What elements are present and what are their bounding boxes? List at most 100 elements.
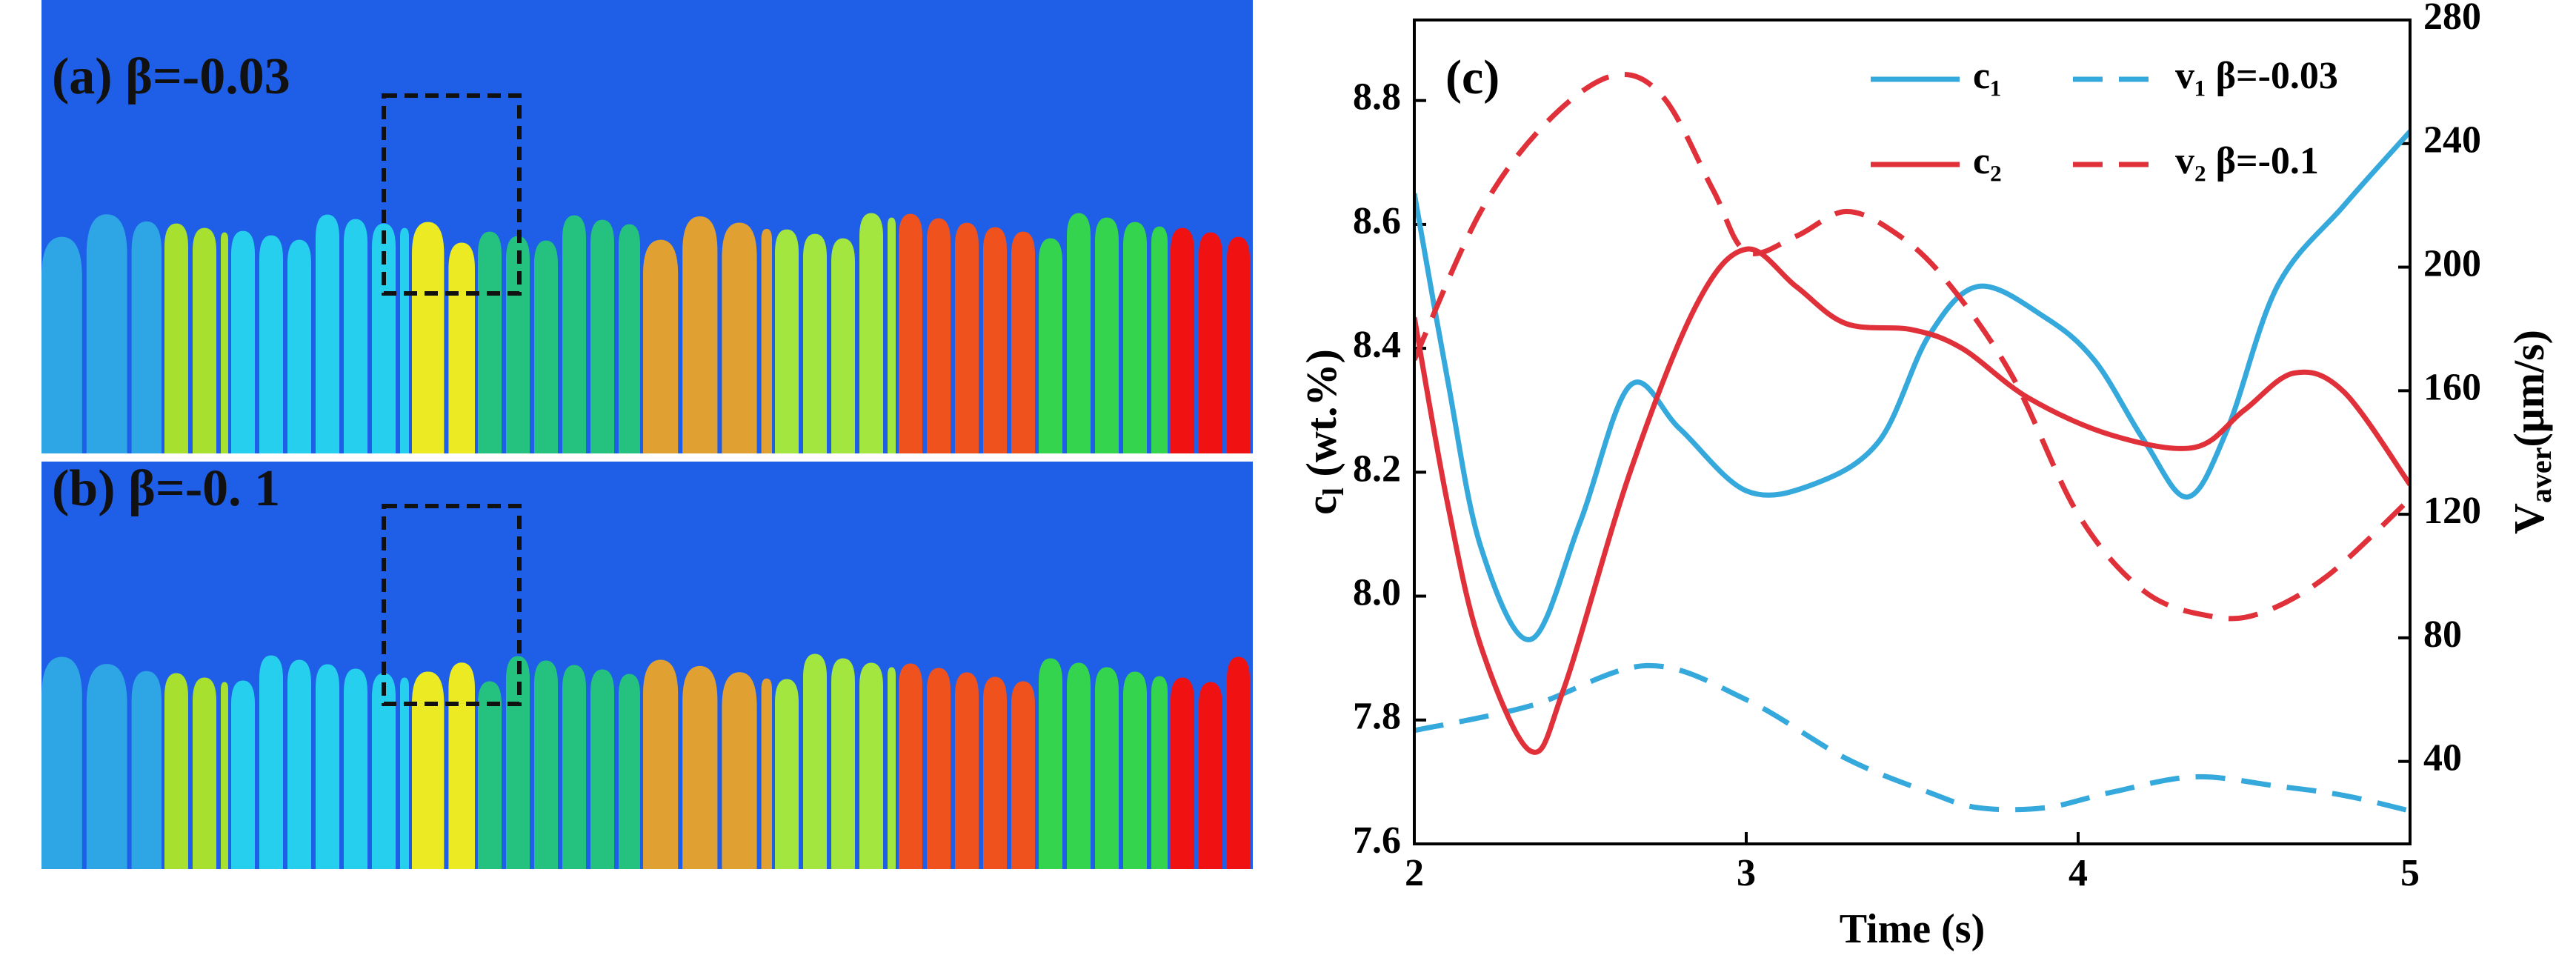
dendrite xyxy=(287,659,311,869)
series-line xyxy=(1414,246,2410,755)
dendrite xyxy=(193,677,216,869)
dendrite xyxy=(221,232,228,453)
line-chart: 2 3 4 5 7.6 7.8 8.0 8.2 8.4 8.6 8.8 40 80 120 160 200 24… xyxy=(1297,0,2557,952)
x-tick-label: 4 xyxy=(2069,852,2088,894)
dendrite xyxy=(164,673,188,869)
y-tick-label: 8.2 xyxy=(1353,448,1401,490)
dendrite xyxy=(899,663,922,869)
dendrite xyxy=(287,239,311,453)
dendrite xyxy=(41,236,82,453)
y-tick-label: 7.8 xyxy=(1353,696,1401,738)
legend-label: v₁ β=-0.03 xyxy=(2175,55,2338,97)
dendrite xyxy=(761,228,772,453)
y2-tick-label: 280 xyxy=(2423,0,2481,38)
dendrite xyxy=(955,222,979,453)
dendrite xyxy=(1171,677,1194,869)
dendrite xyxy=(1011,231,1035,453)
dendrite xyxy=(1227,656,1250,869)
dendrite xyxy=(534,660,558,869)
y-tick-label: 8.8 xyxy=(1353,76,1401,119)
dendrite xyxy=(983,676,1007,869)
dendrite xyxy=(1039,238,1062,453)
dendrite xyxy=(1095,667,1119,869)
dendrite xyxy=(803,653,827,869)
dendrite xyxy=(1123,222,1147,453)
y-axis-label-main: c xyxy=(1297,496,1345,515)
y2-axis-label-main: V xyxy=(2505,503,2553,534)
dendrite xyxy=(1039,658,1062,869)
dendrite xyxy=(259,655,283,869)
dendrite xyxy=(590,669,614,869)
y2-tick-label: 160 xyxy=(2423,366,2481,408)
dendrite xyxy=(888,217,896,453)
x-tick-label: 2 xyxy=(1405,852,1424,894)
dendrite xyxy=(983,227,1007,453)
plot-frame xyxy=(1413,19,2412,845)
y2-axis-label-unit: (μm/s) xyxy=(2505,330,2553,448)
highlight-box xyxy=(382,93,522,296)
dendrite xyxy=(1171,227,1194,453)
dendrite xyxy=(164,223,188,453)
y-tick-label: 8.0 xyxy=(1353,572,1401,614)
highlight-box xyxy=(382,504,522,706)
x-tick-label: 5 xyxy=(2400,852,2420,894)
dendrite xyxy=(41,656,82,869)
panel-label: (a) β=-0.03 xyxy=(52,48,290,105)
y-axis-label-unit: (wt.%) xyxy=(1297,349,1345,488)
legend-label: c₂ xyxy=(1973,140,2002,182)
dendrite xyxy=(888,667,896,869)
panel-label: (b) β=-0. 1 xyxy=(52,460,280,517)
dendrite xyxy=(859,213,883,453)
dendrite xyxy=(682,665,718,869)
dendrite xyxy=(927,668,951,869)
dendrite xyxy=(927,218,951,453)
dendrite xyxy=(761,678,772,869)
dendrite xyxy=(1227,236,1250,453)
dendrite xyxy=(1199,682,1222,869)
legend-label: c₁ xyxy=(1973,55,2002,97)
dendrite xyxy=(831,238,855,453)
series-line xyxy=(1414,130,2410,642)
dendrite xyxy=(859,662,883,869)
dendrite xyxy=(506,236,530,453)
legend-label: v₂ β=-0.1 xyxy=(2175,140,2319,182)
y2-axis-label-sub: aver xyxy=(2524,448,2557,504)
dendrite xyxy=(722,222,757,453)
dendrite xyxy=(131,221,162,453)
dendrite xyxy=(231,230,255,453)
y-axis-label: cl (wt.%) xyxy=(1297,349,1350,515)
dendrite xyxy=(1067,662,1091,869)
dendrite xyxy=(193,227,216,453)
y-tick-label: 8.6 xyxy=(1353,200,1401,242)
dendrite xyxy=(643,659,679,869)
dendrite xyxy=(1011,681,1035,869)
dendrite xyxy=(831,658,855,869)
dendrite xyxy=(1199,232,1222,453)
dendrite xyxy=(722,672,757,869)
dendrite xyxy=(619,224,640,453)
dendrite xyxy=(562,665,586,869)
y-tick-label: 8.4 xyxy=(1353,324,1401,366)
dendrite xyxy=(344,219,367,453)
y2-tick-label: 200 xyxy=(2423,242,2481,285)
y-tick-label: 7.6 xyxy=(1353,819,1401,862)
panel-label: (c) xyxy=(1445,50,1500,104)
dendrite xyxy=(1095,217,1119,453)
dendrite xyxy=(775,679,799,869)
dendrite xyxy=(478,681,502,869)
dendrite xyxy=(316,664,339,869)
dendrite xyxy=(86,664,127,869)
dendrite xyxy=(478,231,502,453)
y2-tick-label: 240 xyxy=(2423,119,2481,162)
dendrite xyxy=(400,677,409,869)
dendrite xyxy=(412,671,445,869)
dendrite xyxy=(1123,671,1147,869)
dendrite xyxy=(1067,213,1091,453)
dendrite xyxy=(619,673,640,869)
dendrite xyxy=(344,668,367,869)
dendrite xyxy=(316,214,339,453)
dendrite xyxy=(448,662,475,869)
x-tick-label: 3 xyxy=(1737,852,1756,894)
dendrite xyxy=(775,229,799,453)
